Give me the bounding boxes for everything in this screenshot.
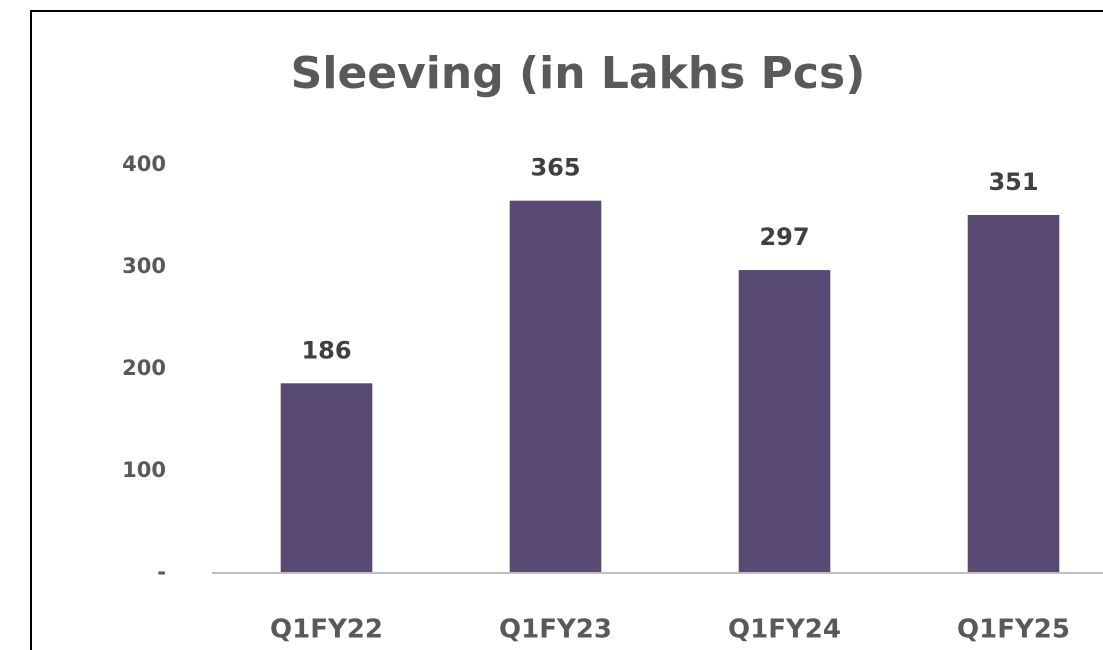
data-label: 297	[759, 223, 809, 251]
data-label: 186	[301, 336, 351, 364]
chart-border	[30, 10, 1103, 650]
y-tick-label: 400	[122, 152, 166, 176]
y-tick-label: -	[157, 560, 166, 584]
x-tick-label: Q1FY23	[499, 615, 612, 645]
x-tick-label: Q1FY25	[957, 615, 1070, 645]
y-tick-label: 200	[122, 356, 166, 380]
bar	[280, 383, 373, 573]
y-tick-label: 300	[122, 254, 166, 278]
bar	[738, 270, 831, 573]
y-tick-label: 100	[122, 458, 166, 482]
bar	[967, 214, 1060, 574]
x-tick-label: Q1FY24	[728, 615, 841, 645]
data-label: 365	[530, 154, 580, 182]
data-label: 351	[988, 168, 1038, 196]
x-tick-label: Q1FY22	[270, 615, 383, 645]
bar	[509, 200, 602, 573]
chart-title: Sleeving (in Lakhs Pcs)	[291, 48, 866, 99]
